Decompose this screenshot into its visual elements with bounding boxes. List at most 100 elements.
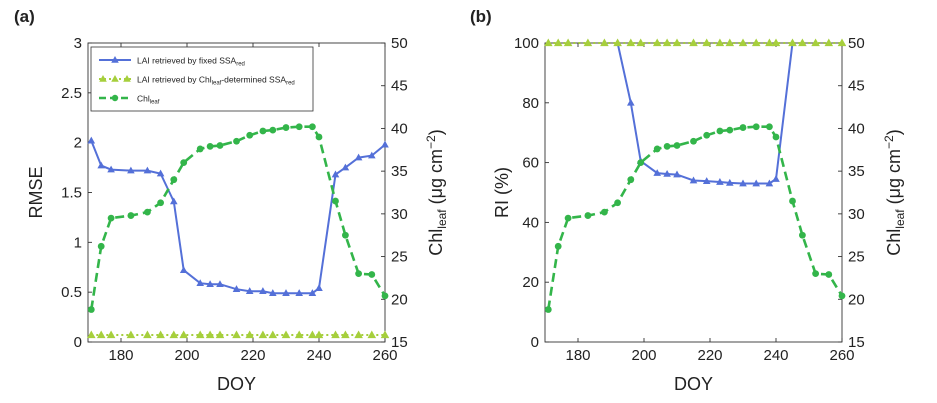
series-2 — [544, 123, 846, 313]
data-point-chl-ssa — [771, 38, 781, 47]
data-point-chl-ssa — [725, 38, 735, 47]
y-left-tick-label: 1.5 — [61, 185, 82, 202]
data-point-chleaf — [144, 208, 151, 216]
data-point-fixed-ssa — [107, 165, 115, 173]
text-span: red — [236, 62, 245, 68]
y-left-axis-label: RMSE — [26, 166, 46, 218]
data-point-fixed-ssa — [179, 266, 188, 274]
data-point-chleaf — [614, 199, 621, 207]
text-span: Chl — [884, 229, 904, 256]
data-point-chl-ssa — [268, 330, 278, 339]
data-point-chl-ssa — [600, 38, 609, 47]
data-point-chl-ssa — [294, 330, 304, 339]
y-right-tick-label: 30 — [848, 206, 865, 223]
series-line-chleaf — [547, 125, 844, 310]
data-point-fixed-ssa — [245, 287, 254, 294]
data-point-chl-ssa — [245, 330, 254, 339]
y-right-tick-label: 20 — [848, 291, 865, 308]
data-point-chleaf — [355, 270, 362, 278]
chart-panel-a: (a) 180 200 220 240 260 DOY 0 0.5 1 1.5 2 2.5 3 RMSE 15… — [14, 7, 449, 394]
legend-swatch-marker — [99, 75, 107, 82]
data-point-chleaf — [752, 123, 760, 131]
data-point-chleaf — [825, 271, 833, 278]
series-line-fixed-ssa — [90, 140, 386, 295]
y-right-tick-label: 45 — [848, 78, 865, 95]
text-span: ) — [426, 129, 446, 135]
data-point-chleaf — [690, 137, 697, 145]
data-point-fixed-ssa — [127, 166, 135, 174]
y-right-tick-label: 25 — [391, 249, 408, 266]
data-point-chleaf — [332, 197, 339, 205]
data-point-chleaf — [233, 137, 240, 145]
x-tick-label: 180 — [108, 347, 133, 364]
series-1 — [544, 38, 847, 47]
x-tick-label: 240 — [306, 347, 331, 364]
data-point-fixed-ssa — [196, 279, 204, 286]
y-right-tick-label: 50 — [848, 35, 865, 52]
data-point-fixed-ssa — [308, 289, 317, 296]
data-point-fixed-ssa — [170, 197, 178, 205]
data-point-chleaf — [246, 131, 254, 139]
data-point-chleaf — [544, 306, 552, 313]
data-point-chleaf — [206, 142, 214, 150]
data-point-fixed-ssa — [354, 153, 363, 161]
data-point-chleaf — [799, 231, 806, 239]
data-point-chl-ssa — [195, 330, 205, 339]
y-left-tick-label: 1 — [74, 234, 82, 251]
panel-label: (b) — [470, 7, 492, 26]
data-point-chl-ssa — [308, 330, 317, 339]
data-point-chleaf — [381, 292, 389, 300]
data-point-chl-ssa — [563, 38, 573, 47]
series-1 — [87, 330, 390, 339]
chart-panel-b: (b) 180 200 220 240 260 DOY 0 20 40 60 80 100 RI (%) 1… — [470, 7, 907, 394]
y-left-tick-label: 2.5 — [61, 85, 82, 102]
data-point-fixed-ssa — [726, 178, 734, 186]
data-point-chleaf — [716, 127, 724, 135]
text-span: leaf — [150, 100, 160, 106]
y-right-tick-label: 15 — [391, 334, 408, 351]
data-point-fixed-ssa — [87, 136, 96, 144]
legend-swatch-marker — [111, 56, 119, 63]
data-point-chl-ssa — [811, 38, 820, 47]
text-span: leaf — [212, 81, 222, 87]
data-point-chl-ssa — [652, 38, 662, 47]
y-right-axis-label: Chlleaf (μg cm−2) — [882, 129, 907, 255]
data-point-chleaf — [789, 197, 796, 205]
data-point-chl-ssa — [126, 330, 136, 339]
data-point-chleaf — [637, 159, 645, 167]
data-point-chleaf — [295, 123, 303, 131]
data-point-chleaf — [107, 214, 115, 222]
legend-entry-label: LAI retrieved by fixed SSAred — [137, 56, 245, 68]
x-tick-label: 200 — [174, 347, 199, 364]
data-point-chl-ssa — [544, 38, 553, 47]
data-point-chleaf — [564, 214, 572, 222]
data-point-fixed-ssa — [772, 175, 780, 182]
data-point-fixed-ssa — [702, 177, 711, 184]
x-tick-label: 200 — [631, 347, 656, 364]
data-point-fixed-ssa — [716, 178, 724, 185]
y-right-tick-label: 45 — [391, 78, 408, 95]
data-point-chleaf — [87, 306, 95, 313]
data-point-chleaf — [663, 142, 671, 150]
text-span: Chl — [137, 94, 150, 104]
data-point-fixed-ssa — [259, 287, 267, 294]
text-span: −2 — [882, 135, 896, 149]
data-point-fixed-ssa — [206, 280, 214, 287]
data-point-chl-ssa — [788, 38, 797, 47]
data-point-chl-ssa — [636, 38, 645, 47]
y-right-tick-label: 15 — [848, 334, 865, 351]
data-point-chleaf — [584, 212, 592, 219]
data-point-fixed-ssa — [331, 170, 340, 178]
y-left-tick-label: 80 — [522, 95, 539, 112]
data-point-fixed-ssa — [752, 179, 760, 187]
y-right-tick-label: 35 — [848, 163, 865, 180]
y-left-tick-label: 20 — [522, 274, 539, 291]
data-point-fixed-ssa — [97, 161, 105, 169]
x-axis-label: DOY — [217, 374, 256, 394]
data-point-chl-ssa — [380, 330, 390, 339]
data-point-chleaf — [259, 127, 267, 135]
data-point-fixed-ssa — [368, 151, 376, 159]
legend-swatch-marker — [123, 75, 131, 82]
